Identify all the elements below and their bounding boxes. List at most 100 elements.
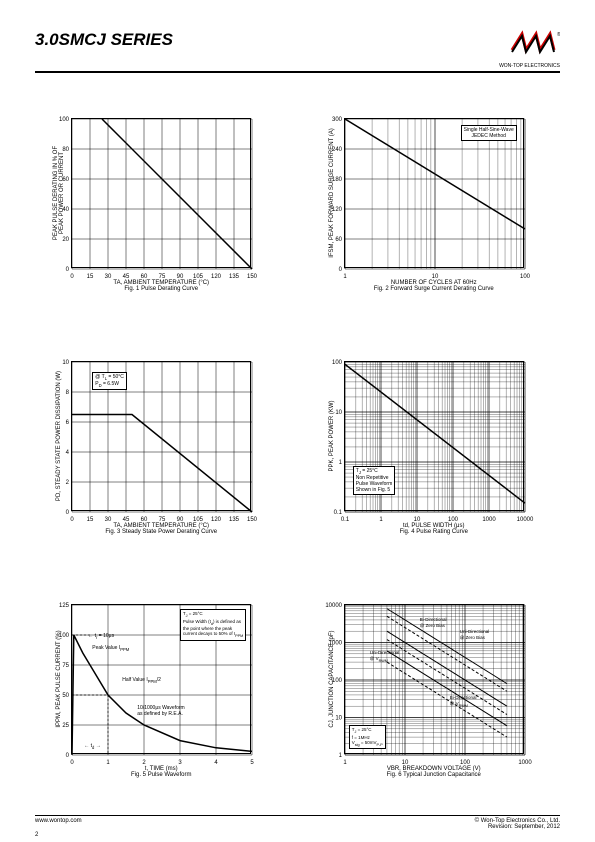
svg-text:8: 8 — [66, 390, 70, 396]
svg-text:1000: 1000 — [518, 760, 532, 766]
svg-text:90: 90 — [177, 274, 184, 280]
svg-text:®: ® — [557, 31, 560, 38]
fig6-annot3: Uni-Directional@ VRWM — [370, 650, 400, 663]
svg-text:10: 10 — [401, 760, 408, 766]
svg-text:1: 1 — [343, 274, 347, 280]
fig1-ylabel: PEAK PULSE DERATING IN % OFPEAK POWER OR… — [53, 118, 65, 268]
fig3-chart: 01530456075901051201351500246810 PD, STE… — [71, 361, 251, 511]
svg-text:10: 10 — [413, 517, 420, 523]
fig5-annot-half: Half Value IPPM/2 — [122, 677, 161, 684]
fig6-wrap: 1101001000110100100010000 CJ, JUNCTION C… — [308, 575, 561, 808]
fig3-caption: Fig. 3 Steady State Power Derating Curve — [105, 529, 217, 535]
svg-text:100: 100 — [520, 274, 531, 280]
svg-text:150: 150 — [247, 517, 258, 523]
svg-text:50: 50 — [63, 693, 70, 699]
svg-text:150: 150 — [247, 274, 258, 280]
svg-text:120: 120 — [211, 274, 222, 280]
svg-text:0: 0 — [338, 267, 342, 273]
fig5-wrap: 0123450255075100125 IPPM, PEAK PULSE CUR… — [35, 575, 288, 808]
footer: www.wontop.com © Won-Top Electronics Co.… — [35, 815, 560, 830]
svg-text:10: 10 — [63, 360, 70, 366]
fig6-chart: 1101001000110100100010000 CJ, JUNCTION C… — [344, 604, 524, 754]
page-number: 2 — [35, 832, 38, 838]
svg-text:60: 60 — [141, 517, 148, 523]
svg-text:30: 30 — [105, 274, 112, 280]
svg-text:10: 10 — [335, 716, 342, 722]
fig1-wrap: 0153045607590105120135150020406080100 PE… — [35, 88, 288, 321]
fig5-caption: Fig. 5 Pulse Waveform — [131, 772, 191, 778]
svg-text:1: 1 — [379, 517, 383, 523]
fig5-annot-peak: Peak Value IPPM — [92, 645, 129, 652]
fig6-annot1: Bi-Directional@ Zero Bias — [420, 617, 447, 628]
svg-text:105: 105 — [193, 274, 204, 280]
fig6-annot4: Bi-Directional@ VRWM — [450, 695, 477, 708]
svg-text:45: 45 — [123, 517, 130, 523]
svg-text:10: 10 — [335, 410, 342, 416]
fig2-caption: Fig. 2 Forward Surge Current Derating Cu… — [374, 286, 494, 292]
svg-text:60: 60 — [335, 237, 342, 243]
fig5-annot-tr: ← tr = 10μs — [88, 633, 114, 640]
svg-text:1: 1 — [338, 460, 342, 466]
fig6-caption: Fig. 6 Typical Junction Capacitance — [387, 772, 481, 778]
header: 3.0SMCJ SERIES ® WON-TOP ELECTRONICS — [35, 30, 560, 73]
svg-text:0: 0 — [66, 753, 70, 759]
company-name: WON-TOP ELECTRONICS — [499, 63, 560, 69]
fig5-ylabel: IPPM, PEAK PULSE CURRENT (%) — [56, 604, 62, 754]
logo: ® WON-TOP ELECTRONICS — [499, 30, 560, 69]
fig4-annot: TJ = 25°CNon RepetitivePulse WaveformSho… — [353, 466, 396, 495]
svg-text:0: 0 — [71, 760, 75, 766]
svg-text:1: 1 — [338, 753, 342, 759]
fig3-annot: @ TL = 50°CPD = 6.5W — [92, 372, 127, 390]
fig5-annot-wave: 10/1000μs Waveformas defined by R.E.A. — [137, 705, 184, 717]
svg-text:0: 0 — [66, 510, 70, 516]
svg-text:25: 25 — [63, 723, 70, 729]
page-title: 3.0SMCJ SERIES — [35, 30, 173, 50]
svg-text:3: 3 — [179, 760, 183, 766]
svg-text:135: 135 — [229, 517, 240, 523]
footer-url: www.wontop.com — [35, 818, 82, 830]
svg-text:75: 75 — [63, 663, 70, 669]
fig5-annot-main: TJ = 25°CPulse Width (td) is defined ast… — [180, 609, 246, 641]
svg-text:75: 75 — [159, 517, 166, 523]
svg-text:45: 45 — [123, 274, 130, 280]
fig2-ylabel: IFSM, PEAK FORWARD SURGE CURRENT (A) — [329, 118, 335, 268]
svg-text:10: 10 — [431, 274, 438, 280]
fig5-annot-td: ← td → — [84, 743, 100, 750]
svg-text:1: 1 — [107, 760, 111, 766]
fig1-chart: 0153045607590105120135150020406080100 PE… — [71, 118, 251, 268]
fig6-annot2: Uni-Directional@ Zero Bias — [460, 629, 490, 640]
footer-right: © Won-Top Electronics Co., Ltd. Revision… — [475, 818, 560, 830]
svg-text:0.1: 0.1 — [341, 517, 350, 523]
svg-text:30: 30 — [105, 517, 112, 523]
svg-text:15: 15 — [87, 517, 94, 523]
fig1-caption: Fig. 1 Pulse Derating Curve — [124, 286, 198, 292]
svg-text:135: 135 — [229, 274, 240, 280]
fig4-chart: 0.11101001000100000.1110100 PPK, PEAK PO… — [344, 361, 524, 511]
svg-text:15: 15 — [87, 274, 94, 280]
svg-text:10000: 10000 — [516, 517, 533, 523]
svg-text:100: 100 — [460, 760, 471, 766]
fig5-chart: 0123450255075100125 IPPM, PEAK PULSE CUR… — [71, 604, 251, 754]
svg-text:0: 0 — [66, 267, 70, 273]
fig6-annot-ta: TJ = 25°Cf = 1MHzVsig = 50mVP-P — [349, 725, 386, 749]
svg-text:1: 1 — [343, 760, 347, 766]
svg-text:0: 0 — [71, 517, 75, 523]
fig4-caption: Fig. 4 Pulse Rating Curve — [400, 529, 468, 535]
fig2-wrap: 110100060120180240300 IFSM, PEAK FORWARD… — [308, 88, 561, 321]
fig4-wrap: 0.11101001000100000.1110100 PPK, PEAK PO… — [308, 331, 561, 564]
svg-text:60: 60 — [141, 274, 148, 280]
svg-text:120: 120 — [211, 517, 222, 523]
svg-text:6: 6 — [66, 420, 70, 426]
svg-text:4: 4 — [66, 450, 70, 456]
svg-text:4: 4 — [215, 760, 219, 766]
svg-text:100: 100 — [448, 517, 459, 523]
fig2-chart: 110100060120180240300 IFSM, PEAK FORWARD… — [344, 118, 524, 268]
fig2-annot: Single Half-Sine-WaveJEDEC Method — [461, 125, 517, 141]
fig3-ylabel: PD, STEADY STATE POWER DISSIPATION (W) — [56, 361, 62, 511]
svg-text:105: 105 — [193, 517, 204, 523]
company-logo-icon: ® — [510, 30, 560, 58]
fig4-ylabel: PPK, PEAK POWER (KW) — [329, 361, 335, 511]
fig3-wrap: 01530456075901051201351500246810 PD, STE… — [35, 331, 288, 564]
fig6-ylabel: CJ, JUNCTION CAPACITANCE (pF) — [329, 604, 335, 754]
svg-text:0: 0 — [71, 274, 75, 280]
